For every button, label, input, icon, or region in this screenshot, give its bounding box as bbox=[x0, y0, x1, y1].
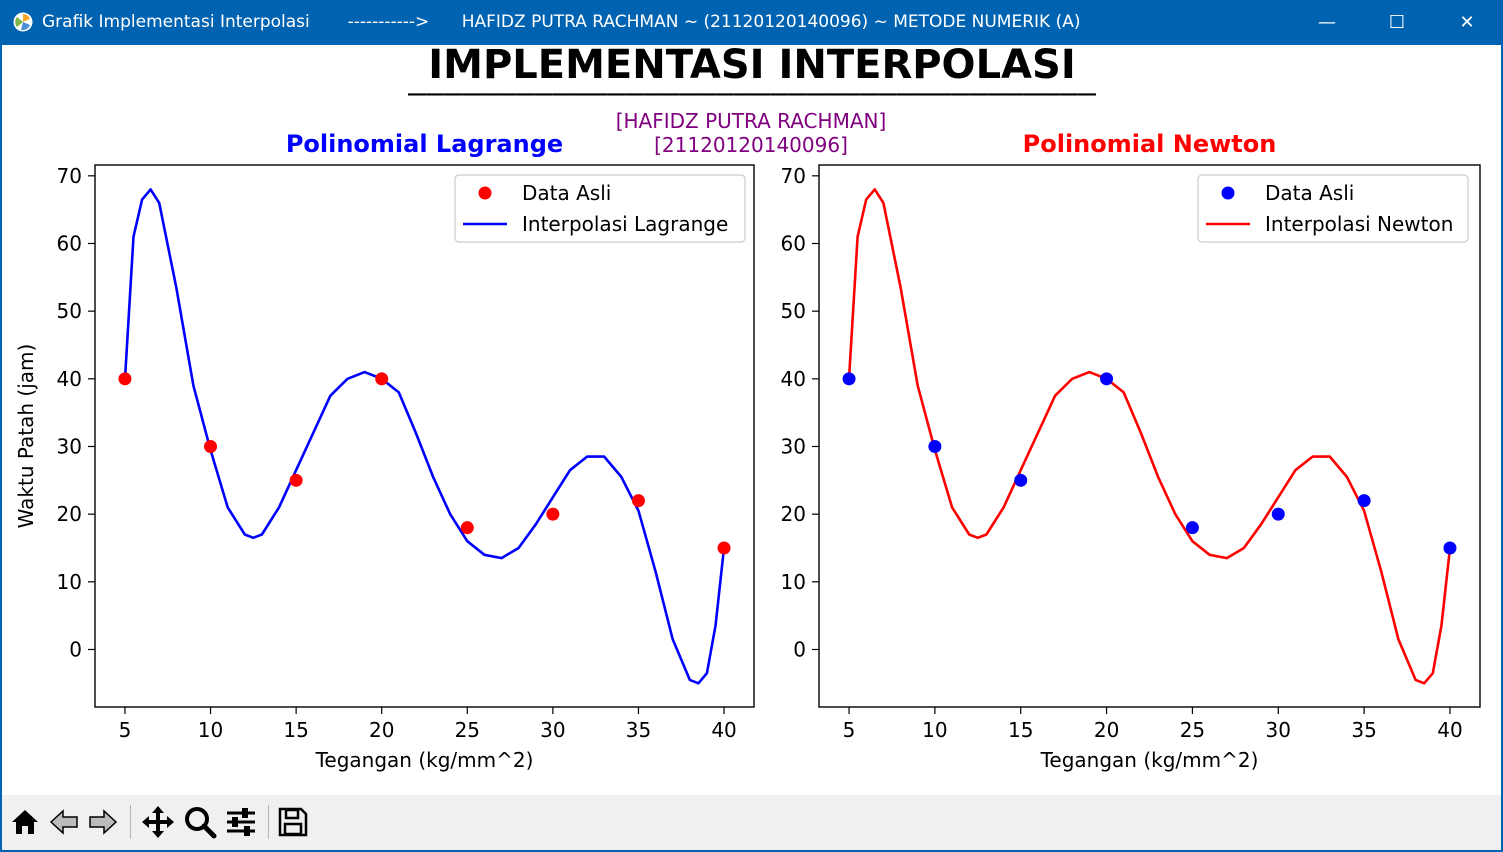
toolbar-separator bbox=[130, 805, 131, 839]
window-border-bottom bbox=[0, 850, 1503, 852]
data-point bbox=[118, 372, 132, 386]
x-tick-label: 10 bbox=[922, 718, 947, 742]
x-tick-label: 15 bbox=[1008, 718, 1033, 742]
zoom-magnifier-icon bbox=[185, 807, 217, 839]
app-icon bbox=[13, 12, 33, 32]
configure-subplots-icon bbox=[227, 808, 255, 836]
save-button[interactable] bbox=[274, 803, 312, 841]
y-tick-label: 30 bbox=[57, 434, 82, 458]
x-tick-label: 40 bbox=[711, 718, 736, 742]
toolbar-separator bbox=[268, 805, 269, 839]
y-tick-label: 50 bbox=[57, 299, 82, 323]
data-point bbox=[928, 439, 942, 453]
close-button[interactable]: ✕ bbox=[1459, 12, 1475, 33]
forward-arrow-icon bbox=[89, 809, 118, 835]
data-point bbox=[1100, 372, 1114, 386]
y-tick-label: 20 bbox=[57, 502, 82, 526]
data-point bbox=[717, 541, 731, 555]
window-titlebar[interactable]: Grafik Implementasi Interpolasi --------… bbox=[0, 0, 1503, 45]
data-point bbox=[631, 494, 645, 508]
save-disk-icon bbox=[278, 807, 308, 837]
x-tick-label: 20 bbox=[1094, 718, 1119, 742]
author-nim: [21120120140096] bbox=[654, 133, 848, 157]
maximize-button[interactable]: ☐ bbox=[1388, 12, 1406, 33]
back-button[interactable] bbox=[45, 803, 83, 841]
legend-label: Interpolasi Lagrange bbox=[522, 212, 728, 236]
x-tick-label: 20 bbox=[369, 718, 394, 742]
axes-title: Polinomial Lagrange bbox=[286, 130, 563, 158]
data-point bbox=[1357, 494, 1371, 508]
series-line bbox=[847, 188, 1452, 685]
x-axis-label: Tegangan (kg/mm^2) bbox=[1040, 748, 1259, 772]
data-point bbox=[546, 507, 560, 521]
x-tick-label: 30 bbox=[540, 718, 565, 742]
legend-label: Data Asli bbox=[522, 181, 611, 205]
y-tick-label: 40 bbox=[57, 367, 82, 391]
y-tick-label: 60 bbox=[781, 231, 806, 255]
legend-marker bbox=[1221, 186, 1235, 200]
data-point bbox=[1014, 473, 1028, 487]
data-point bbox=[1443, 541, 1457, 555]
data-point bbox=[375, 372, 389, 386]
window-title: Grafik Implementasi Interpolasi --------… bbox=[42, 12, 1081, 32]
legend-marker bbox=[478, 186, 492, 200]
axes-title: Polinomial Newton bbox=[1023, 130, 1277, 158]
configure-subplots-button[interactable] bbox=[222, 803, 260, 841]
x-tick-label: 5 bbox=[843, 718, 856, 742]
x-tick-label: 15 bbox=[283, 718, 308, 742]
y-tick-label: 50 bbox=[781, 299, 806, 323]
figure-suptitle: IMPLEMENTASI INTERPOLASI bbox=[428, 45, 1075, 88]
data-point bbox=[204, 439, 218, 453]
x-tick-label: 40 bbox=[1437, 718, 1462, 742]
legend-label: Data Asli bbox=[1265, 181, 1354, 205]
data-point bbox=[1271, 507, 1285, 521]
legend-box bbox=[1197, 174, 1469, 243]
axes-newton[interactable]: Polinomial Newton 5 10 15 20 25 30 35 40 0 10 20 30 4… bbox=[781, 130, 1481, 772]
window-border-right bbox=[1501, 45, 1503, 852]
data-point bbox=[1185, 521, 1199, 535]
x-tick-label: 10 bbox=[198, 718, 223, 742]
x-tick-label: 5 bbox=[119, 718, 132, 742]
x-axis-label: Tegangan (kg/mm^2) bbox=[315, 748, 534, 772]
y-tick-label: 0 bbox=[69, 637, 82, 661]
x-tick-label: 30 bbox=[1266, 718, 1291, 742]
data-point bbox=[842, 372, 856, 386]
back-arrow-icon bbox=[49, 809, 78, 835]
x-tick-label: 35 bbox=[1351, 718, 1376, 742]
legend-label: Interpolasi Newton bbox=[1265, 212, 1453, 236]
pan-move-icon bbox=[142, 806, 174, 838]
suptitle-underline: ______________________________________ bbox=[408, 71, 1096, 96]
series-line bbox=[123, 188, 726, 685]
y-axis-label: Waktu Patah (jam) bbox=[14, 344, 38, 529]
y-tick-label: 30 bbox=[781, 434, 806, 458]
pan-button[interactable] bbox=[139, 803, 177, 841]
axes-frame bbox=[818, 164, 1481, 708]
data-point bbox=[460, 521, 474, 535]
home-icon bbox=[12, 810, 38, 834]
navigation-toolbar bbox=[2, 795, 1501, 850]
y-tick-label: 10 bbox=[57, 570, 82, 594]
forward-button[interactable] bbox=[84, 803, 122, 841]
y-tick-label: 70 bbox=[57, 164, 82, 188]
axes-lagrange[interactable]: Polinomial Lagrange 5 10 15 20 25 30 35 40 0 10 20 3… bbox=[14, 130, 755, 772]
x-tick-label: 35 bbox=[626, 718, 651, 742]
y-tick-label: 70 bbox=[781, 164, 806, 188]
y-tick-label: 40 bbox=[781, 367, 806, 391]
y-tick-label: 20 bbox=[781, 502, 806, 526]
y-tick-label: 10 bbox=[781, 570, 806, 594]
y-tick-label: 60 bbox=[57, 231, 82, 255]
minimize-button[interactable]: — bbox=[1318, 12, 1336, 33]
x-tick-label: 25 bbox=[455, 718, 480, 742]
y-tick-label: 0 bbox=[793, 637, 806, 661]
home-button[interactable] bbox=[6, 803, 44, 841]
window-border-left bbox=[0, 45, 2, 852]
author-name: [HAFIDZ PUTRA RACHMAN] bbox=[616, 109, 887, 133]
zoom-button[interactable] bbox=[181, 803, 219, 841]
legend-box bbox=[454, 174, 746, 243]
x-tick-label: 25 bbox=[1180, 718, 1205, 742]
axes-frame bbox=[94, 164, 755, 708]
figure-canvas[interactable]: IMPLEMENTASI INTERPOLASI _______________… bbox=[2, 45, 1501, 795]
data-point bbox=[289, 473, 303, 487]
